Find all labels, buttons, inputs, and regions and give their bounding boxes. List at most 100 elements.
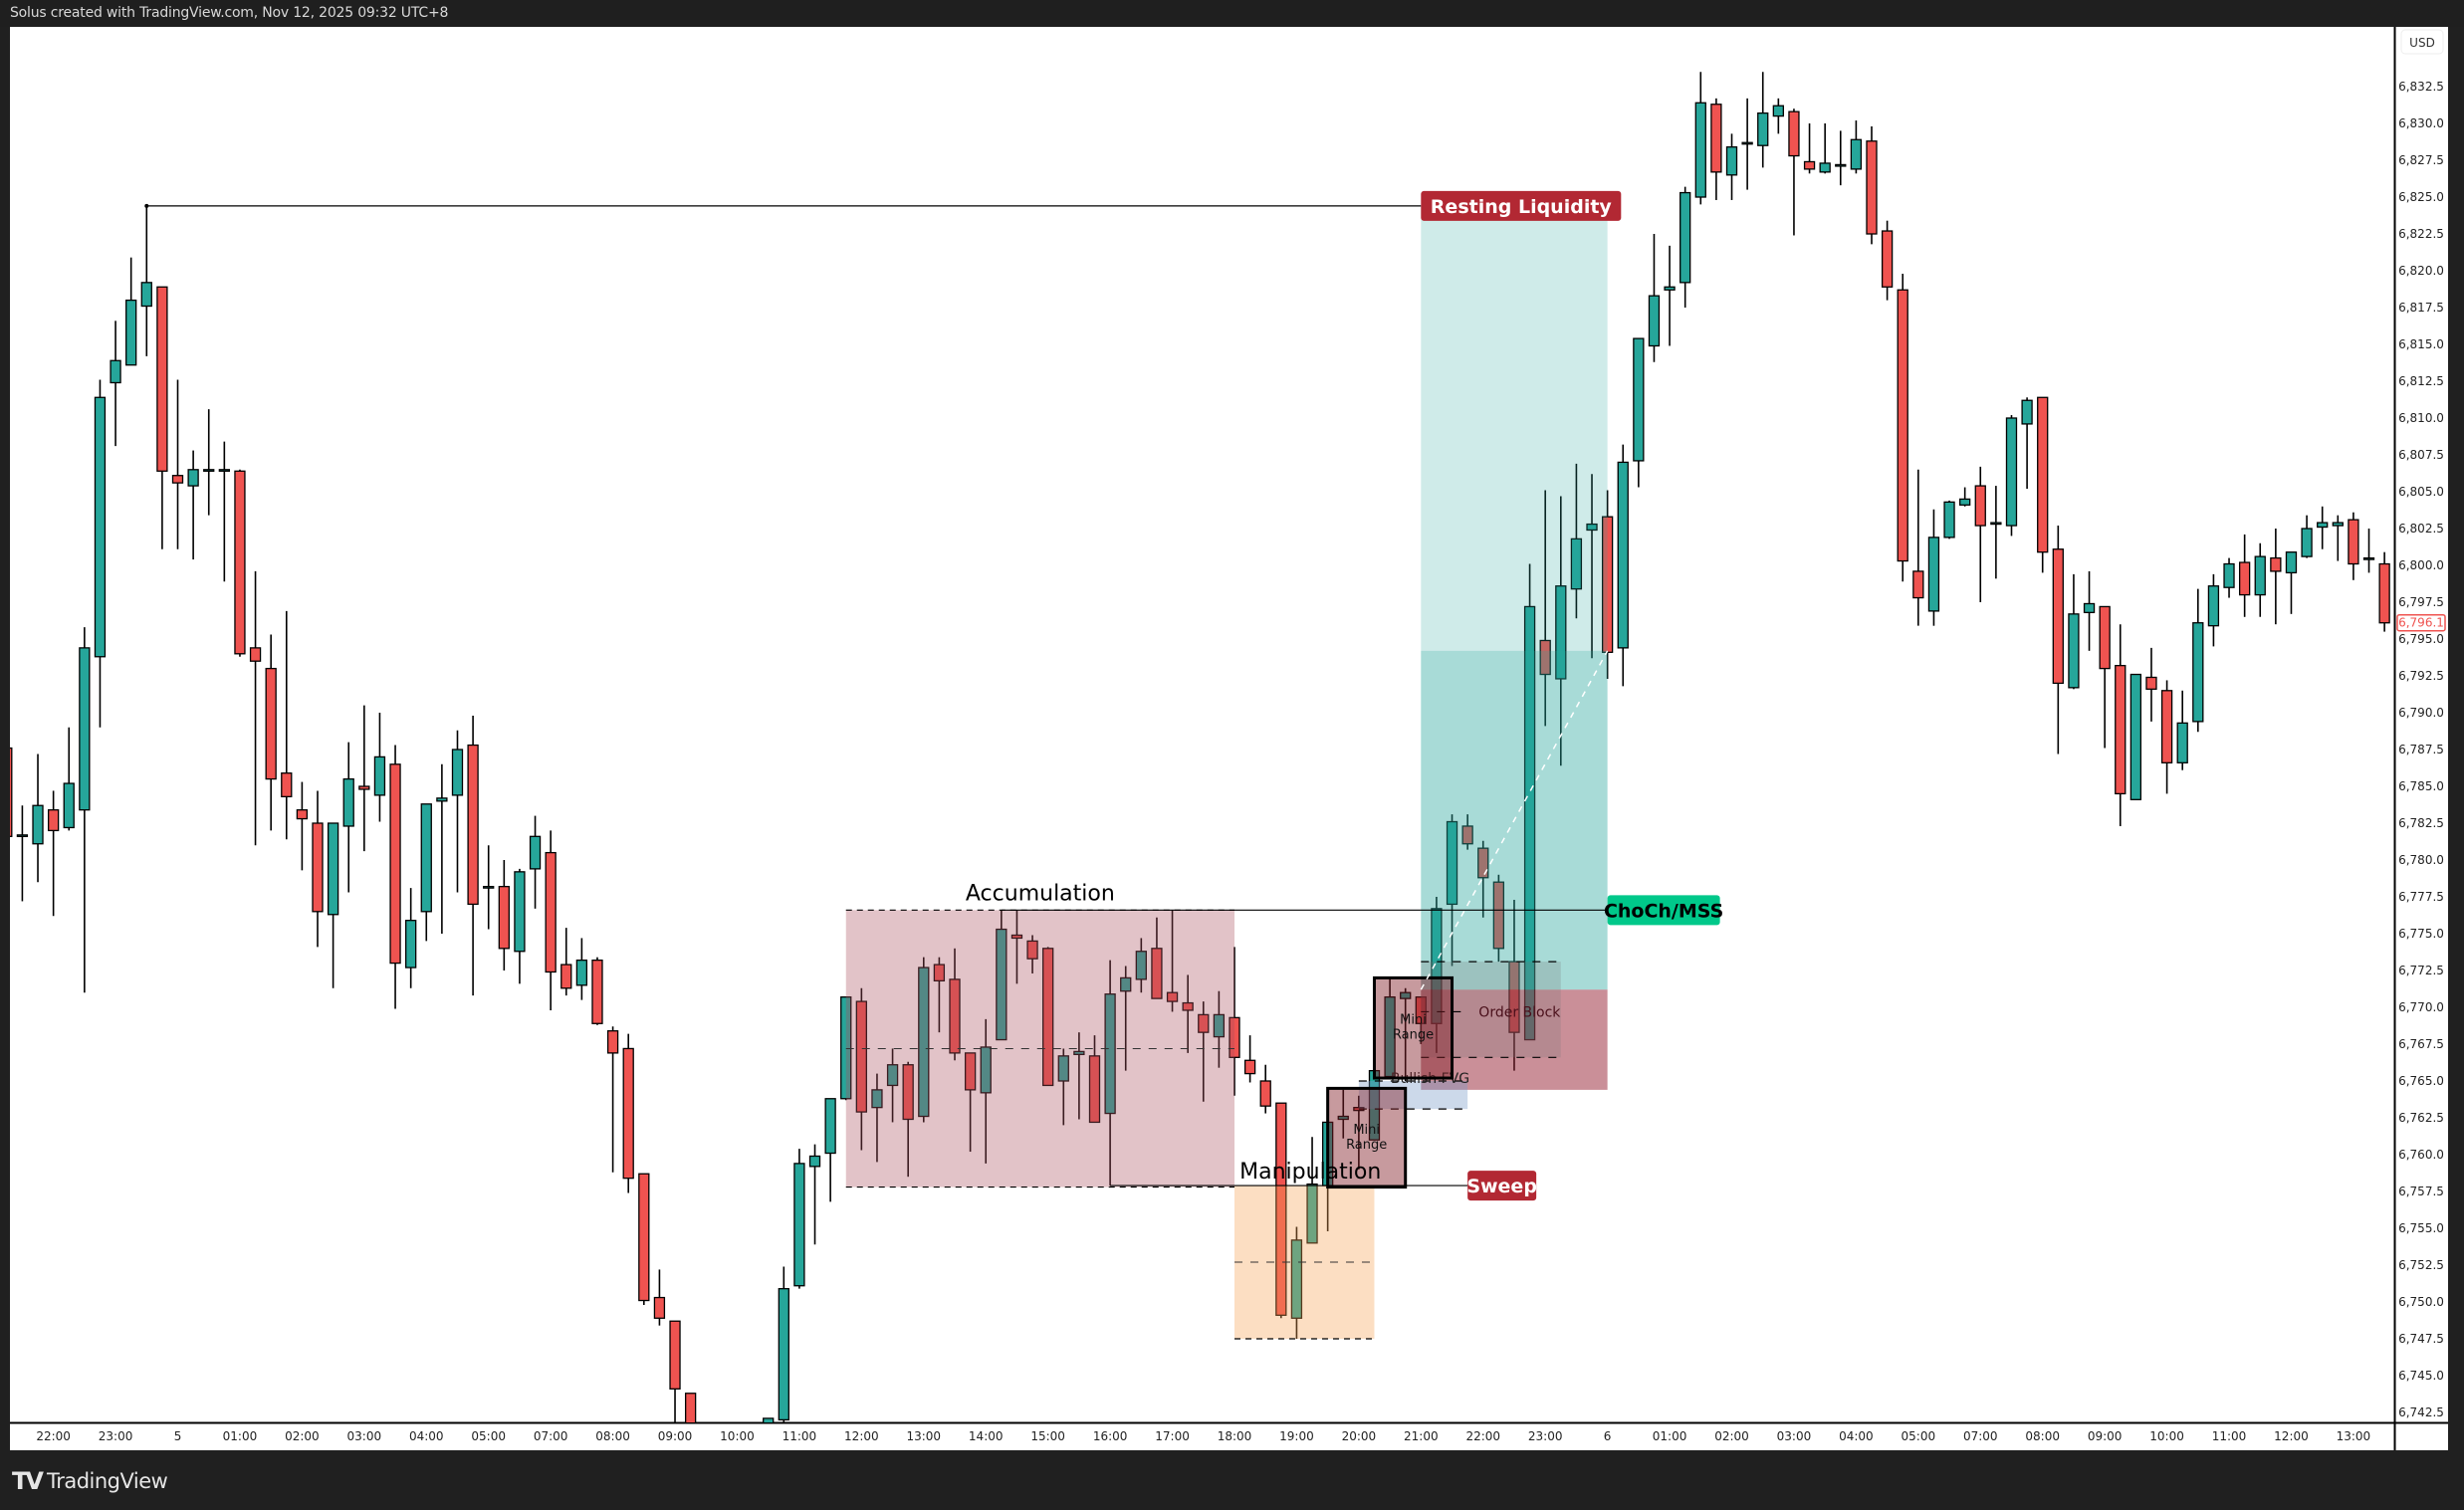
time-tick-label: 23:00 <box>1528 1429 1563 1443</box>
candle <box>389 745 401 1009</box>
time-tick-label: 07:00 <box>534 1429 568 1443</box>
candle <box>16 805 29 902</box>
chart-caption: Solus created with TradingView.com, Nov … <box>10 5 449 21</box>
candle <box>1243 1035 1256 1083</box>
candle-body-up <box>110 359 121 384</box>
choch-badge[interactable]: ChoCh/MSS <box>1604 895 1723 926</box>
time-tick-label: 14:00 <box>969 1429 1004 1443</box>
candle <box>1835 130 1847 186</box>
candle-body-down <box>2145 676 2157 690</box>
accumulation-label: Accumulation <box>966 881 1115 906</box>
candle <box>1446 814 1458 967</box>
candle <box>2129 673 2142 800</box>
candle <box>249 570 262 846</box>
candle-body-down <box>1198 1013 1210 1033</box>
price-tick-label: 6,800.0 <box>2398 558 2444 572</box>
candle-body-up <box>2362 556 2375 560</box>
candle-body-down <box>1182 1001 1194 1011</box>
time-tick-label: 02:00 <box>285 1429 320 1443</box>
resting-liquidity-anchor[interactable] <box>144 203 149 208</box>
price-tick-label: 6,765.0 <box>2398 1074 2444 1088</box>
currency-button[interactable] <box>2400 29 2444 55</box>
candle-body-down <box>1088 1055 1101 1124</box>
time-tick-label: 17:00 <box>1155 1429 1190 1443</box>
candle <box>2160 680 2173 794</box>
candle-body-down <box>1788 110 1800 157</box>
mini-range-label: Mini <box>1400 1013 1427 1028</box>
candle-body-up <box>32 804 44 845</box>
price-tick-label: 6,817.5 <box>2398 301 2444 315</box>
time-axis[interactable] <box>10 1422 2394 1450</box>
candle-body-down <box>591 959 603 1024</box>
mini-range-box[interactable] <box>1372 975 1455 1080</box>
candle <box>94 379 107 728</box>
candle <box>2021 397 2033 490</box>
candle <box>1586 474 1598 659</box>
candle-body-down <box>171 475 184 484</box>
candle <box>606 1026 619 1173</box>
projection-line[interactable] <box>1420 650 1609 990</box>
price-axis[interactable] <box>2394 27 2448 1450</box>
last-price-label: 6,796.1 <box>2398 616 2444 630</box>
candle <box>312 790 324 948</box>
candle <box>545 830 557 1010</box>
candle <box>2332 515 2344 561</box>
candle <box>1725 133 1738 200</box>
resting-liquidity-badge-text: Resting Liquidity <box>1431 196 1613 218</box>
candle-body-down <box>2238 561 2251 596</box>
time-tick-label: 10:00 <box>2149 1429 2184 1443</box>
candle <box>1337 1089 1349 1139</box>
candle-body-down <box>498 885 510 950</box>
sweep-badge[interactable]: Sweep <box>1466 1171 1537 1201</box>
candle <box>265 634 277 831</box>
candle <box>47 790 60 917</box>
candle-body-up <box>16 834 29 837</box>
candle-body-down <box>1866 140 1878 235</box>
price-tick-label: 6,787.5 <box>2398 743 2444 756</box>
mini-range-box[interactable] <box>1326 1086 1408 1189</box>
candle-body-down <box>949 978 961 1054</box>
price-tick-label: 6,820.0 <box>2398 264 2444 278</box>
candle-body-up <box>1725 146 1738 176</box>
candle <box>1664 245 1676 346</box>
candle <box>2270 529 2282 625</box>
tradingview-logo[interactable]: TV TradingView <box>12 1467 168 1495</box>
candle-body-up <box>2317 522 2329 529</box>
candle-body-up <box>1850 138 1863 170</box>
candle-body-up <box>918 967 930 1118</box>
candle-body-up <box>405 920 417 969</box>
price-tick-label: 6,760.0 <box>2398 1148 2444 1162</box>
time-tick-label: 18:00 <box>1218 1429 1252 1443</box>
time-tick-label: 13:00 <box>2337 1429 2371 1443</box>
resting-liquidity-badge[interactable]: Resting Liquidity <box>1421 190 1622 221</box>
price-tick-label: 6,832.5 <box>2398 80 2444 94</box>
candle-body-up <box>1057 1055 1069 1082</box>
candle <box>1927 509 1940 626</box>
time-tick-label: 07:00 <box>1963 1429 1998 1443</box>
bullish-fvg-box[interactable] <box>1358 1081 1468 1110</box>
candle <box>405 888 417 988</box>
candle-body-up <box>483 885 495 889</box>
candle <box>234 469 246 657</box>
candle <box>358 705 370 852</box>
candle <box>2037 396 2049 573</box>
candle <box>2301 515 2313 558</box>
candle-body-down <box>1461 825 1473 845</box>
candle <box>1042 947 1054 1087</box>
candle <box>793 1149 805 1289</box>
candle-body-down <box>1151 948 1163 999</box>
candle <box>1850 120 1863 174</box>
candle-body-down <box>638 1173 650 1302</box>
candle <box>1306 1137 1318 1244</box>
price-axis-labels: 6,832.5 6,830.0 6,827.5 6,825.0 6,822.5 6,820… <box>2398 80 2444 1419</box>
candle-body-up <box>2301 528 2313 557</box>
chart-pane[interactable] <box>10 27 2394 1422</box>
candle-body-down <box>249 647 262 662</box>
price-tick-label: 6,810.0 <box>2398 411 2444 425</box>
candle <box>669 1320 681 1422</box>
target-zone-upper[interactable] <box>1421 205 1608 651</box>
candle-body-up <box>886 1064 899 1087</box>
candle-body-up <box>2068 613 2080 689</box>
